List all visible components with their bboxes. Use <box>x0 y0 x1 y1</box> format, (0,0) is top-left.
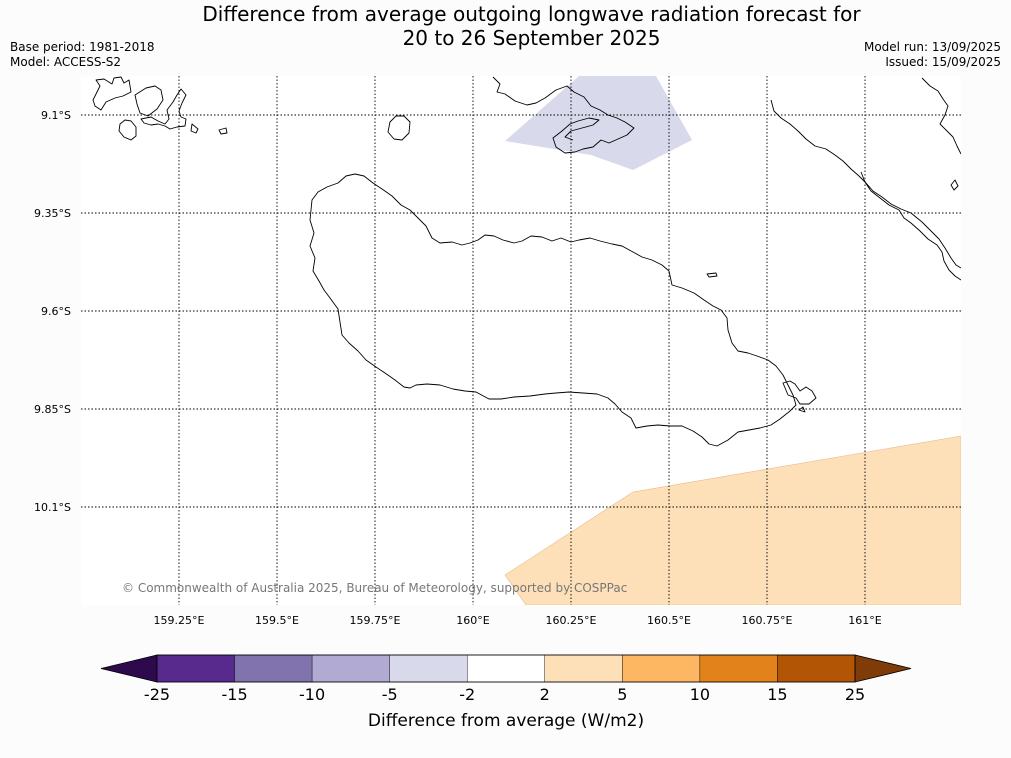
colorbar-tick-label: 10 <box>690 685 710 704</box>
info-right: Model run: 13/09/2025 Issued: 15/09/2025 <box>864 40 1001 70</box>
longitude-label: 160°E <box>456 614 489 627</box>
coastline-northwest-islands <box>92 76 228 141</box>
info-left: Base period: 1981-2018 Model: ACCESS-S2 <box>10 40 155 70</box>
longitude-label: 159.25°E <box>154 614 205 627</box>
colorbar-low-extend <box>100 654 158 683</box>
coastline-northeast-islands <box>921 77 961 191</box>
longitude-labels: 159.25°E 159.5°E 159.75°E 160°E 160.25°E 160.… <box>154 614 882 627</box>
coastline-eastern-island <box>770 99 961 281</box>
base-period-text: Base period: 1981-2018 <box>10 40 155 54</box>
issued-text: Issued: 15/09/2025 <box>885 55 1001 69</box>
latitude-label: 9.6°S <box>41 305 71 318</box>
longitude-label: 160.25°E <box>546 614 597 627</box>
colorbar-label: Difference from average (W/m2) <box>368 711 644 731</box>
model-run-text: Model run: 13/09/2025 <box>863 40 1001 54</box>
longitude-label: 160.5°E <box>647 614 691 627</box>
colorbar-tick-label: 25 <box>845 685 865 704</box>
colorbar-tick-label: 15 <box>767 685 787 704</box>
colorbar-tick-label: -10 <box>299 685 325 704</box>
latitude-label: 9.85°S <box>34 403 71 416</box>
colorbar-tick-label: -15 <box>221 685 247 704</box>
title-line-1: Difference from average outgoing longwav… <box>202 2 861 26</box>
colorbar-tick-label: -25 <box>144 685 170 704</box>
coastlines <box>92 76 961 447</box>
colorbar-swatch <box>467 654 545 683</box>
colorbar-swatch <box>544 654 623 683</box>
colorbar-tick-label: -5 <box>382 685 398 704</box>
coastline-islands-southeast <box>782 380 817 413</box>
longitude-label: 159.75°E <box>350 614 401 627</box>
colorbar-swatch <box>311 654 390 683</box>
longitude-label: 160.75°E <box>742 614 793 627</box>
colorbar-outline <box>156 654 856 683</box>
colorbar-swatch <box>622 654 701 683</box>
latitude-label: 9.1°S <box>41 109 71 122</box>
colorbar-high-extend <box>854 654 912 683</box>
colorbar-swatch <box>699 654 778 683</box>
colorbar: -25 -15 -10 -5 -2 2 5 10 15 25 <box>100 654 912 704</box>
latitude-labels: 9.1°S 9.35°S 9.6°S 9.85°S 10.1°S <box>34 109 71 514</box>
coastline-small-islet <box>387 115 411 141</box>
latitude-label: 9.35°S <box>34 207 71 220</box>
map-title: Difference from average outgoing longwav… <box>0 2 1011 50</box>
colorbar-swatch <box>389 654 468 683</box>
coastline-main-island <box>309 173 797 447</box>
colorbar-swatch <box>156 654 235 683</box>
colorbar-swatch <box>777 654 856 683</box>
coastline-northern-island <box>492 76 635 154</box>
copyright-notice: © Commonwealth of Australia 2025, Bureau… <box>122 581 627 595</box>
graticule <box>81 76 961 605</box>
colorbar-tick-label: 2 <box>540 685 550 704</box>
colorbar-swatch <box>234 654 313 683</box>
coastline-islet-east <box>706 272 718 278</box>
title-line-2: 20 to 26 September 2025 <box>402 26 661 50</box>
anomaly-region-positive <box>504 435 961 605</box>
anomaly-region-negative <box>505 76 692 170</box>
longitude-label: 159.5°E <box>255 614 299 627</box>
colorbar-tick-label: 5 <box>617 685 627 704</box>
latitude-label: 10.1°S <box>34 501 71 514</box>
model-text: Model: ACCESS-S2 <box>10 55 122 69</box>
colorbar-tick-label: -2 <box>459 685 475 704</box>
longitude-label: 161°E <box>848 614 881 627</box>
